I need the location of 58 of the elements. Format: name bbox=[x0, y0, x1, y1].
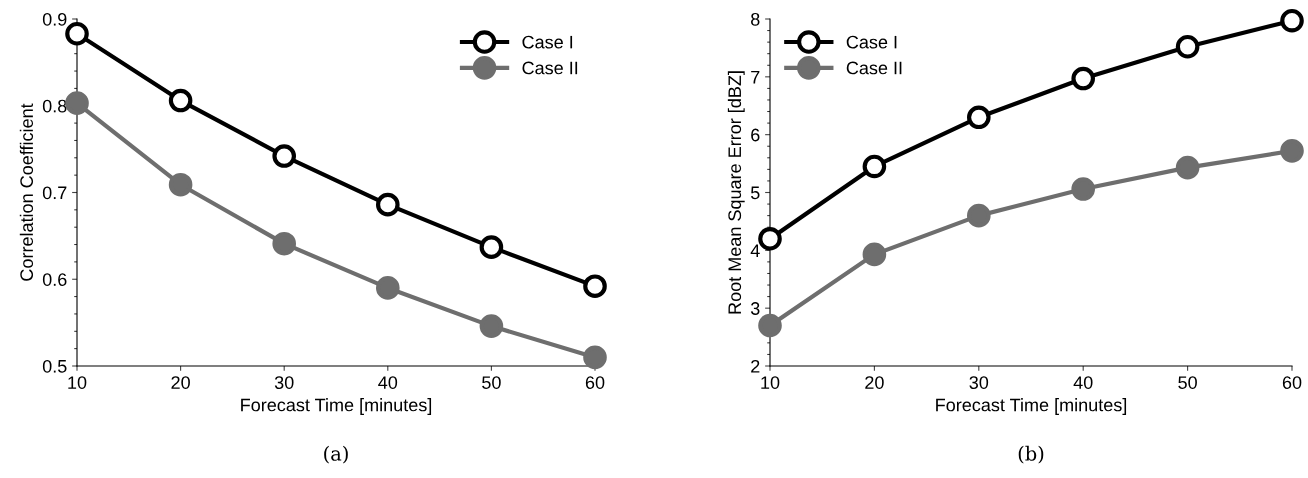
point bbox=[375, 192, 400, 217]
y-tick-label: 5 bbox=[750, 186, 760, 200]
y-axis-title: Root Mean Square Error [dBZ] bbox=[727, 71, 745, 314]
point bbox=[168, 172, 193, 197]
y-tick-label: 0.8 bbox=[42, 99, 67, 113]
x-tick-label: 60 bbox=[585, 376, 605, 389]
legend-label: Case II bbox=[846, 61, 902, 75]
point bbox=[375, 276, 400, 300]
point bbox=[966, 105, 991, 130]
y-tick-label: 3 bbox=[750, 302, 760, 315]
legend-label: Case I bbox=[846, 35, 897, 49]
y-tick-label: 8 bbox=[751, 12, 760, 26]
y-tick-label: 0.9 bbox=[42, 12, 67, 26]
y-tick-label: 0.5 bbox=[42, 359, 67, 373]
point bbox=[1280, 8, 1304, 33]
point bbox=[583, 345, 607, 370]
point bbox=[1175, 34, 1200, 59]
x-tick-label: 20 bbox=[865, 376, 884, 389]
x-tick-label: 30 bbox=[969, 376, 989, 389]
point bbox=[758, 313, 782, 338]
x-tick-label: 30 bbox=[274, 376, 294, 389]
y-tick-label: 4 bbox=[750, 244, 760, 257]
text: (a) bbox=[324, 445, 348, 464]
point bbox=[758, 226, 782, 251]
y-tick-label: 2 bbox=[751, 359, 760, 373]
point bbox=[272, 144, 297, 168]
point bbox=[1071, 66, 1096, 91]
x-tick-label: 60 bbox=[1282, 376, 1302, 389]
x-axis-title: Forecast Time [minutes] bbox=[241, 398, 432, 415]
point bbox=[862, 154, 887, 179]
x-tick-label: 20 bbox=[171, 376, 190, 389]
x-tick-label: 40 bbox=[1073, 376, 1093, 389]
point bbox=[168, 88, 193, 113]
x-tick-label: 40 bbox=[378, 376, 398, 389]
point bbox=[65, 21, 89, 46]
point bbox=[1071, 177, 1096, 201]
point bbox=[479, 235, 504, 259]
point bbox=[966, 203, 991, 228]
point bbox=[479, 314, 504, 338]
point bbox=[65, 91, 89, 115]
point bbox=[862, 242, 887, 267]
point bbox=[1175, 155, 1200, 180]
x-tick-label: 10 bbox=[68, 376, 87, 389]
legend-label: Case II bbox=[522, 61, 578, 75]
y-tick-label: 0.6 bbox=[42, 273, 67, 286]
x-tick-label: 50 bbox=[482, 376, 501, 389]
x-tick-label: 50 bbox=[1178, 376, 1197, 389]
x-axis-title: Forecast Time [minutes] bbox=[936, 398, 1127, 415]
text: (b) bbox=[1018, 445, 1044, 464]
point bbox=[272, 231, 297, 256]
y-tick-label: 0.7 bbox=[42, 186, 67, 200]
x-tick-label: 10 bbox=[761, 376, 780, 389]
point bbox=[1280, 139, 1304, 163]
legend-label: Case I bbox=[522, 35, 573, 49]
y-axis-title: Correlation Coefficient bbox=[19, 103, 34, 281]
point bbox=[583, 274, 607, 298]
y-tick-label: 6 bbox=[751, 128, 760, 142]
y-tick-label: 7 bbox=[751, 70, 760, 84]
